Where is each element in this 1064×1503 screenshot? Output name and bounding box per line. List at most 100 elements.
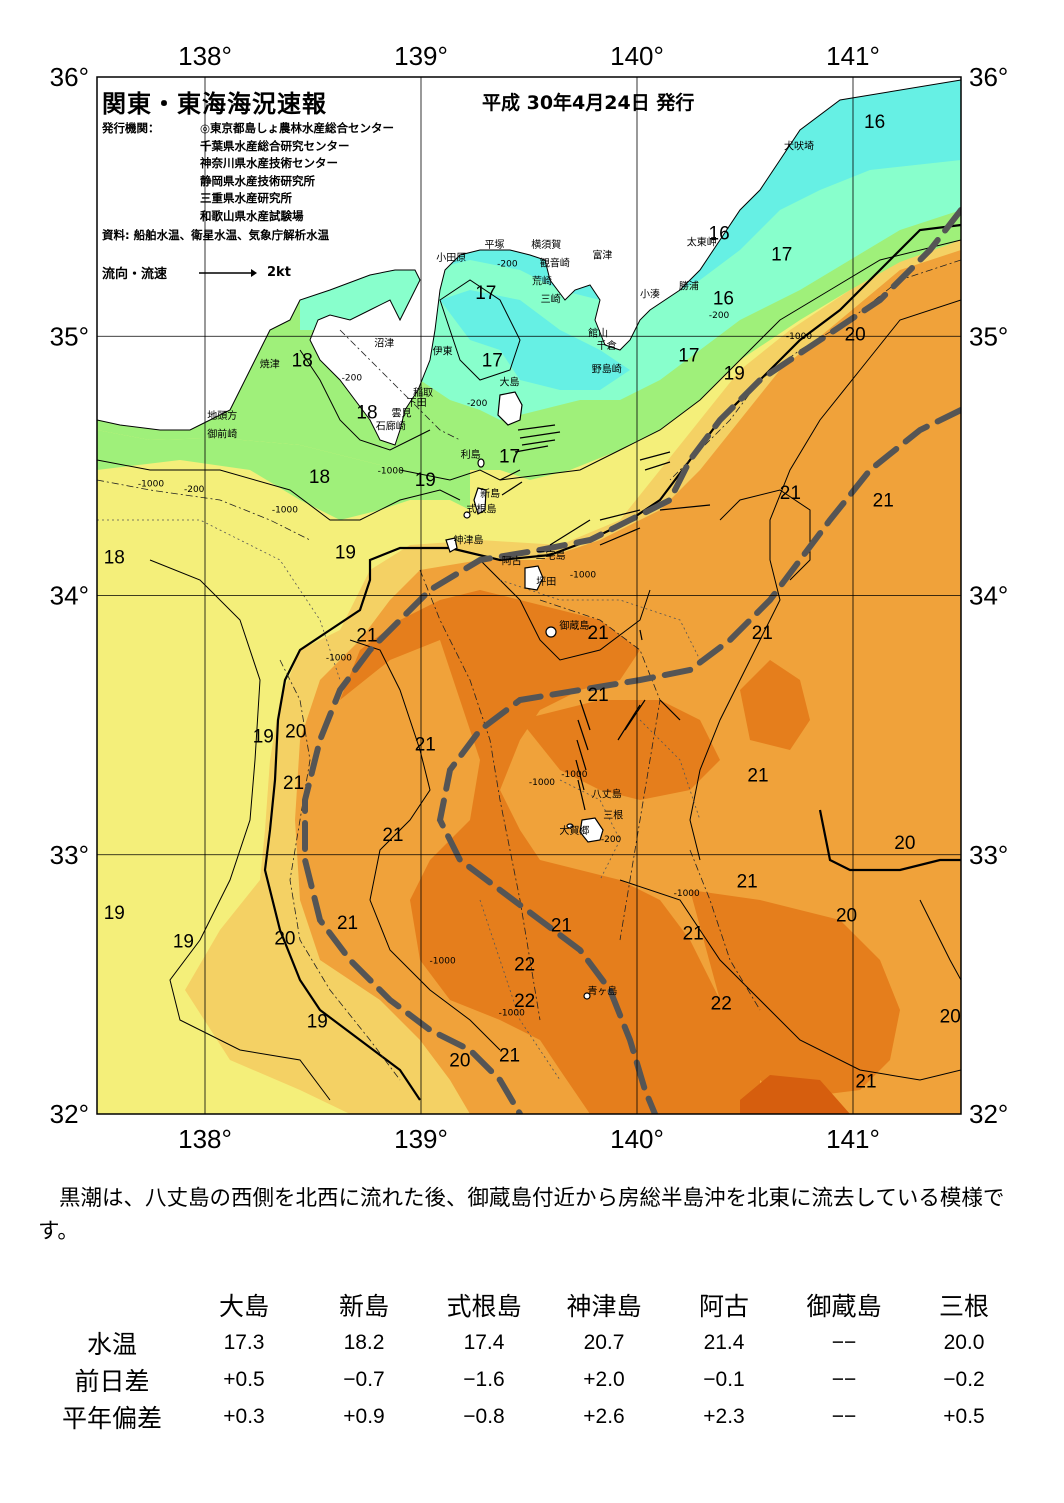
place-label: 沼津 bbox=[374, 337, 394, 350]
stat-value: −0.1 bbox=[703, 1367, 745, 1391]
lon-label-top: 138° bbox=[178, 41, 232, 71]
place-label: 横須賀 bbox=[531, 238, 561, 251]
stat-value: +0.9 bbox=[343, 1404, 385, 1428]
isotherm-label: 21 bbox=[737, 872, 758, 893]
isotherm-label: 18 bbox=[292, 351, 313, 372]
table-row: 水温 17.3 18.2 17.4 20.7 21.4 −− 20.0 bbox=[40, 1324, 1024, 1361]
depth-label: -200 bbox=[709, 311, 730, 321]
station-header: 三根 bbox=[938, 1292, 989, 1321]
isotherm-label: 19 bbox=[415, 470, 436, 491]
kuroshio-axis bbox=[302, 207, 961, 1114]
isotherm-label: 18 bbox=[309, 467, 330, 488]
isotherm-label: 16 bbox=[713, 288, 734, 309]
current-legend: 流向・流速 2kt bbox=[102, 263, 291, 282]
isotherm-label: 20 bbox=[836, 905, 857, 926]
place-label: 館山 bbox=[588, 326, 608, 339]
lon-label-bottom: 140° bbox=[610, 1124, 664, 1154]
graticule bbox=[97, 77, 961, 1114]
depth-label: -1000 bbox=[138, 480, 164, 490]
depth-label: -1000 bbox=[570, 570, 596, 580]
stats-header-row: 大島 新島 式根島 神津島 阿古 御蔵島 三根 bbox=[40, 1286, 1024, 1324]
isotherm-label: 21 bbox=[382, 825, 403, 846]
place-label: 新島 bbox=[480, 487, 500, 500]
island-kozushima bbox=[445, 537, 458, 553]
depth-label: -1000 bbox=[378, 467, 404, 477]
stat-value: +2.6 bbox=[583, 1404, 625, 1428]
island-shikinejima bbox=[463, 511, 471, 519]
shallow-contours bbox=[97, 519, 701, 1081]
place-label: 富津 bbox=[592, 248, 612, 261]
place-label: 平塚 bbox=[484, 239, 504, 251]
stat-value: 20.7 bbox=[583, 1330, 625, 1354]
isotherm-label: 21 bbox=[337, 913, 358, 934]
isotherm-label: 17 bbox=[678, 345, 699, 366]
lat-label-left: 32° bbox=[50, 1099, 89, 1129]
place-label: 青ヶ島 bbox=[587, 985, 617, 998]
place-label: 観音崎 bbox=[540, 256, 570, 269]
depth-label: -1000 bbox=[561, 770, 587, 780]
stat-value: −− bbox=[831, 1404, 857, 1428]
place-label: 小田原 bbox=[436, 252, 466, 264]
island-niijima bbox=[473, 487, 487, 515]
depth-labels: -200 -200 -200 -1000 -1000 -200 -1000 -1000 -100… bbox=[138, 259, 812, 1018]
isotherm-label: 19 bbox=[253, 726, 274, 747]
band-22a bbox=[340, 590, 760, 1114]
lon-label-bottom: 141° bbox=[826, 1124, 880, 1154]
isotherm-label: 17 bbox=[482, 351, 503, 372]
station-header: 新島 bbox=[338, 1292, 389, 1321]
sea-temperature-map: 138° 138° 139° 139° 140° 140° 141° 141° 36° 36° 35… bbox=[50, 41, 1009, 1154]
stat-value: 21.4 bbox=[703, 1330, 745, 1354]
band-22b bbox=[520, 700, 720, 800]
isotherm-label: 21 bbox=[551, 916, 572, 937]
place-label: 大賀郷 bbox=[559, 824, 589, 837]
place-label: 地頭方 bbox=[207, 409, 237, 422]
issuer-6: 和歌山県水産試験場 bbox=[200, 208, 304, 223]
place-label: 雲見 bbox=[392, 408, 412, 420]
issuers-label: 発行機関： bbox=[102, 121, 160, 135]
isotherm-label: 21 bbox=[873, 491, 894, 512]
band-22d bbox=[690, 890, 900, 1100]
row-label: 水温 bbox=[86, 1329, 137, 1359]
isotherm-label: 16 bbox=[709, 224, 730, 245]
isotherm-label: 16 bbox=[864, 112, 885, 133]
island-mikurajima bbox=[545, 626, 557, 638]
lon-label-top: 140° bbox=[610, 41, 664, 71]
place-label: 野島崎 bbox=[592, 363, 622, 376]
stat-value: +0.5 bbox=[223, 1367, 265, 1391]
depth-label: -1000 bbox=[430, 957, 456, 967]
place-label: 下田 bbox=[407, 398, 427, 409]
row-label: 前日差 bbox=[74, 1366, 150, 1396]
depth-label: -1000 bbox=[529, 778, 555, 788]
lon-label-bottom: 139° bbox=[394, 1124, 448, 1154]
stat-value: −− bbox=[831, 1330, 857, 1354]
isotherm-label: 21 bbox=[499, 1045, 520, 1066]
island-aogashima bbox=[583, 992, 591, 1000]
isotherm-label: 18 bbox=[356, 402, 377, 423]
row-label: 平年偏差 bbox=[61, 1403, 162, 1433]
kuroshio-outer bbox=[436, 407, 961, 1114]
place-label: 千倉 bbox=[597, 339, 617, 352]
lat-label-right: 32° bbox=[969, 1099, 1008, 1129]
arrow-icon bbox=[199, 268, 258, 277]
isotherm-label: 21 bbox=[356, 625, 377, 646]
band-18-south bbox=[97, 430, 470, 520]
legend-label: 流向・流速 bbox=[102, 267, 168, 282]
map-frame bbox=[96, 76, 962, 1115]
island-oshima bbox=[497, 391, 523, 426]
stat-value: 17.4 bbox=[463, 1330, 505, 1354]
place-label: 御前崎 bbox=[207, 427, 237, 440]
band-22c bbox=[740, 660, 810, 750]
island-hachijojima bbox=[579, 817, 604, 843]
lat-label-left: 35° bbox=[50, 321, 89, 351]
lat-label-right: 34° bbox=[969, 581, 1008, 611]
isotherm-label: 21 bbox=[780, 483, 801, 504]
stat-value: −1.6 bbox=[463, 1367, 505, 1391]
depth-label: -1000 bbox=[674, 889, 700, 899]
land-honshu bbox=[97, 77, 961, 446]
place-label: 八丈島 bbox=[592, 788, 622, 801]
stat-value: −0.7 bbox=[343, 1367, 385, 1391]
isotherm-label: 21 bbox=[855, 1071, 876, 1092]
isotherm-label: 21 bbox=[588, 685, 609, 706]
island-hachijokojima bbox=[566, 823, 574, 829]
island-miyakejima bbox=[524, 565, 544, 591]
